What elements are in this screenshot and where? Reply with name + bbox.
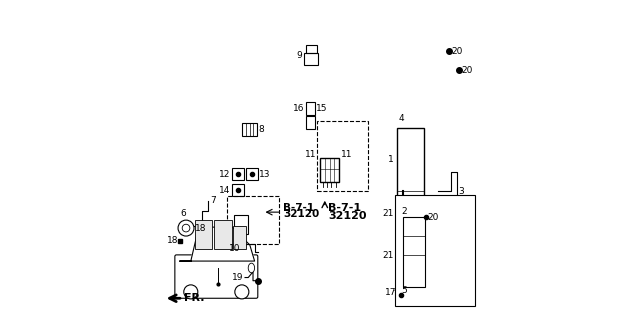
Bar bbox=[234, 215, 248, 234]
Text: 5: 5 bbox=[401, 286, 407, 295]
Text: 18: 18 bbox=[166, 236, 178, 245]
Text: 20: 20 bbox=[461, 66, 472, 75]
Text: 6: 6 bbox=[180, 209, 186, 218]
Bar bbox=[306, 45, 317, 53]
Text: 16: 16 bbox=[292, 104, 304, 113]
Circle shape bbox=[235, 285, 249, 299]
Bar bbox=[317, 121, 368, 191]
Bar bbox=[306, 116, 315, 129]
Polygon shape bbox=[180, 227, 255, 261]
Text: 14: 14 bbox=[220, 186, 230, 195]
Bar bbox=[232, 168, 244, 180]
Bar bbox=[195, 220, 212, 249]
Circle shape bbox=[184, 285, 198, 299]
Text: 2: 2 bbox=[401, 207, 407, 216]
Bar bbox=[233, 226, 246, 249]
Text: 4: 4 bbox=[398, 114, 404, 122]
Bar bbox=[227, 196, 278, 244]
Text: TM84B1300: TM84B1300 bbox=[394, 290, 444, 299]
Text: 15: 15 bbox=[316, 104, 327, 113]
Text: 10: 10 bbox=[228, 244, 240, 253]
Text: 18: 18 bbox=[195, 224, 207, 233]
Text: 13: 13 bbox=[259, 170, 271, 179]
Text: 12: 12 bbox=[220, 170, 230, 179]
FancyBboxPatch shape bbox=[175, 255, 258, 298]
Text: 20: 20 bbox=[451, 47, 463, 56]
Text: 7: 7 bbox=[210, 197, 216, 205]
Bar bbox=[395, 195, 475, 306]
Bar bbox=[397, 128, 424, 303]
Text: B-7-1: B-7-1 bbox=[284, 203, 314, 212]
Bar bbox=[403, 217, 425, 287]
Text: B-7-1: B-7-1 bbox=[328, 203, 361, 212]
Text: 20: 20 bbox=[430, 197, 442, 205]
Circle shape bbox=[178, 220, 194, 236]
Text: 32120: 32120 bbox=[328, 211, 367, 220]
Text: 21: 21 bbox=[382, 251, 394, 260]
Text: 19: 19 bbox=[232, 273, 243, 282]
Text: FR.: FR. bbox=[184, 293, 205, 303]
Text: 20: 20 bbox=[427, 213, 438, 222]
Bar bbox=[242, 123, 257, 136]
Bar bbox=[304, 53, 319, 65]
Text: 8: 8 bbox=[259, 125, 264, 134]
Text: 21: 21 bbox=[382, 209, 394, 218]
Text: 1: 1 bbox=[388, 155, 394, 164]
Circle shape bbox=[182, 224, 190, 232]
Text: 9: 9 bbox=[297, 51, 303, 60]
Bar bbox=[214, 220, 232, 249]
Bar bbox=[306, 102, 315, 115]
Text: 32120: 32120 bbox=[284, 209, 319, 219]
Text: 11: 11 bbox=[305, 150, 317, 159]
Bar bbox=[320, 158, 339, 182]
Bar bbox=[246, 168, 258, 180]
Text: 11: 11 bbox=[340, 150, 352, 159]
Bar bbox=[232, 184, 244, 196]
Ellipse shape bbox=[248, 263, 255, 273]
Text: 3: 3 bbox=[459, 187, 465, 196]
Text: 17: 17 bbox=[385, 288, 397, 297]
